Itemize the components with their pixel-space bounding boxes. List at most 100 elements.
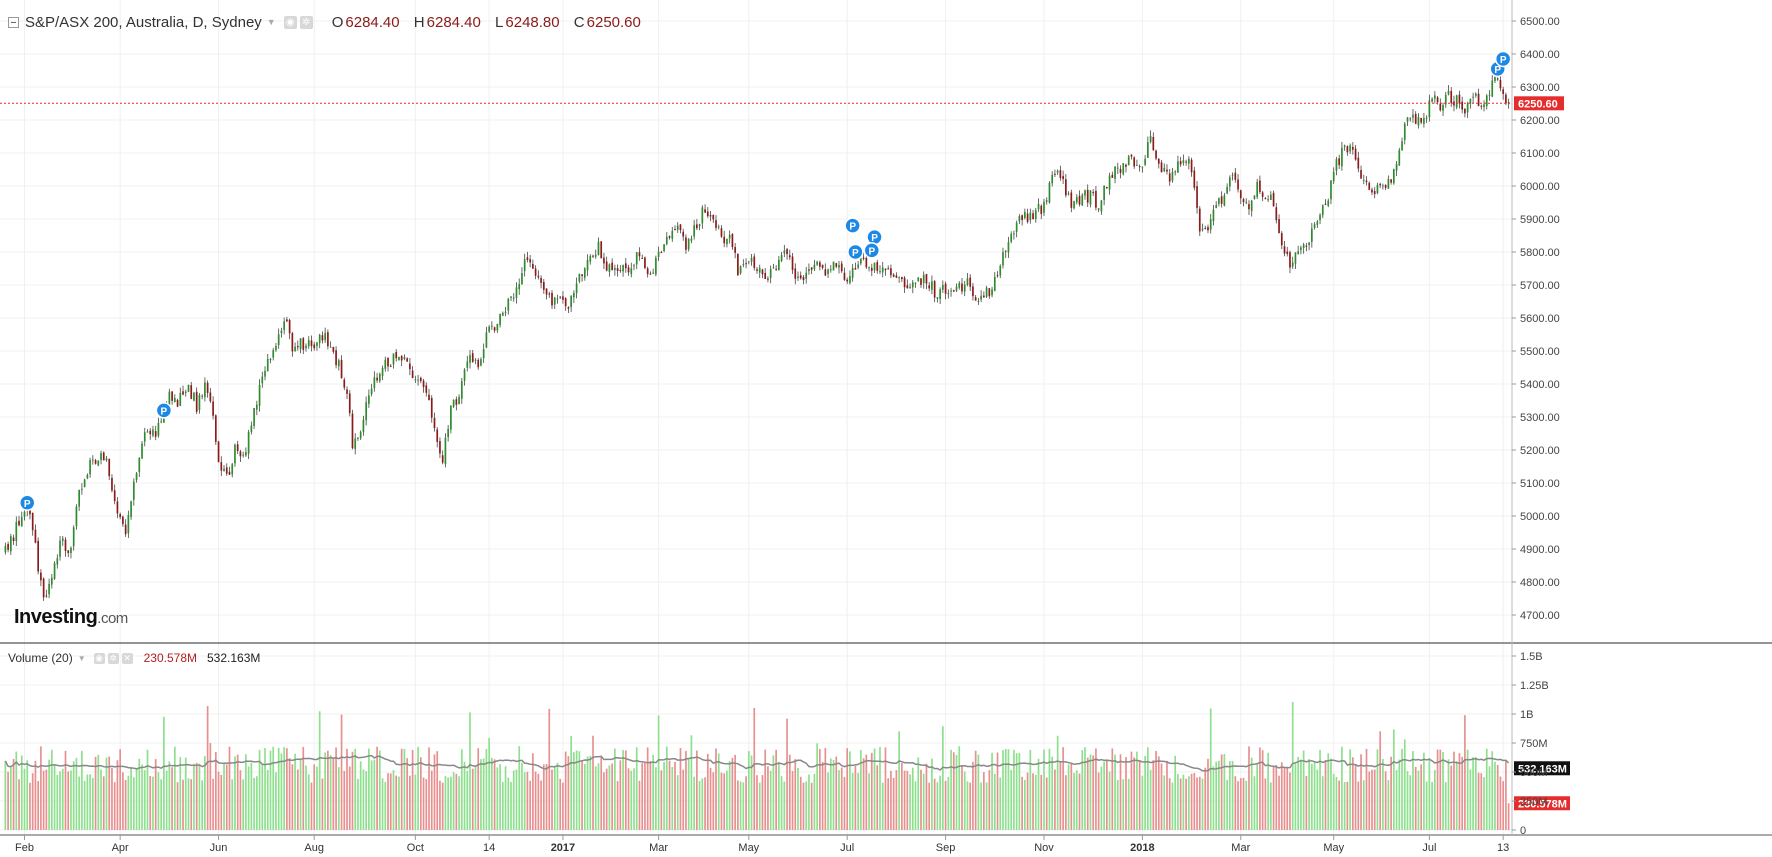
candle-body <box>1259 180 1261 192</box>
volume-bar <box>373 759 376 830</box>
candle-body <box>1472 96 1474 98</box>
open-label: O <box>331 13 344 31</box>
gear-icon[interactable]: ✲ <box>299 15 313 29</box>
candle-body <box>491 325 493 327</box>
volume-bar <box>280 753 283 830</box>
candle-body <box>67 550 70 554</box>
candle-body <box>819 262 821 267</box>
candle-body <box>1141 166 1144 168</box>
candle-body <box>1111 174 1114 178</box>
volume-bar <box>756 775 758 830</box>
volume-ma-badge <box>1514 761 1570 776</box>
volume-bar <box>1417 770 1420 830</box>
candle-body <box>608 264 611 272</box>
volume-bar <box>187 778 190 830</box>
volume-bar <box>1387 780 1390 830</box>
chevron-down-icon[interactable]: ▼ <box>77 653 86 663</box>
candle-body <box>769 269 772 278</box>
candle-body <box>1444 94 1447 105</box>
candle-body <box>1305 245 1308 247</box>
candle-body <box>1417 117 1420 126</box>
candle-body <box>242 454 245 456</box>
volume-bar <box>775 749 777 830</box>
gear-icon[interactable]: ✲ <box>107 652 119 664</box>
candle-body <box>387 357 389 367</box>
candle-body <box>873 262 876 271</box>
candle-body <box>428 394 430 400</box>
candle-body <box>187 384 190 392</box>
candle-body <box>663 244 665 252</box>
candle-body <box>255 404 258 410</box>
volume-bar <box>414 774 417 830</box>
candle-body <box>406 358 408 362</box>
price-tick-label: 5900.00 <box>1520 214 1560 226</box>
volume-bar <box>507 777 510 830</box>
candle-body <box>931 281 933 290</box>
candle-body <box>1010 233 1013 242</box>
volume-title[interactable]: Volume (20) <box>8 651 73 665</box>
candle-body <box>1070 192 1073 208</box>
symbol-title[interactable]: S&P/ASX 200, Australia, D, Sydney <box>25 13 262 31</box>
close-icon[interactable]: ✕ <box>121 652 133 664</box>
volume-bar <box>1155 750 1157 830</box>
candle-body <box>4 545 7 553</box>
volume-bar <box>291 764 294 830</box>
volume-bar <box>1130 751 1133 830</box>
candle-body <box>586 260 589 271</box>
candle-body <box>42 578 45 598</box>
volume-bar <box>94 756 97 830</box>
volume-bar <box>89 774 91 830</box>
time-tick-label: Sep <box>936 842 956 854</box>
candle-body <box>1390 179 1392 183</box>
candle-body <box>488 326 490 332</box>
candle-body <box>1387 179 1390 189</box>
candle-body <box>217 441 220 463</box>
candle-body <box>750 257 753 262</box>
volume-bar <box>521 762 523 830</box>
candle-body <box>23 511 26 517</box>
volume-bar <box>638 780 641 830</box>
candle-body <box>496 323 499 331</box>
volume-bar <box>657 715 660 830</box>
candle-body <box>693 225 695 237</box>
volume-bar <box>928 782 931 830</box>
candle-body <box>1341 147 1343 167</box>
candle-body <box>1338 158 1341 166</box>
volume-bar <box>1494 761 1496 830</box>
volume-bar <box>1152 760 1155 830</box>
candle-body <box>870 267 873 271</box>
volume-bar <box>594 766 597 830</box>
volume-bar <box>999 777 1002 830</box>
price-tick-label: 4900.00 <box>1520 544 1560 556</box>
candle-body <box>821 264 824 268</box>
volume-bar <box>622 750 624 830</box>
volume-bar <box>269 750 272 830</box>
chevron-down-icon[interactable]: ▼ <box>266 17 276 27</box>
candle-body <box>791 256 794 271</box>
volume-bar <box>944 780 947 830</box>
volume-bar <box>786 718 788 830</box>
candle-body <box>605 261 608 271</box>
eye-icon[interactable]: ◉ <box>93 652 105 664</box>
volume-bar <box>1458 753 1461 830</box>
collapse-icon[interactable] <box>8 16 19 28</box>
volume-bar <box>417 746 419 830</box>
eye-icon[interactable]: ◉ <box>283 15 297 29</box>
price-tick-label: 5500.00 <box>1520 346 1560 358</box>
candle-body <box>204 382 206 398</box>
candle-body <box>348 393 351 414</box>
candle-body <box>1321 205 1324 216</box>
volume-bar <box>993 773 996 830</box>
volume-bar <box>441 782 444 830</box>
candle-body <box>1346 146 1349 153</box>
volume-bar <box>332 757 335 830</box>
volume-bar <box>925 763 928 830</box>
candle-body <box>1209 219 1212 230</box>
candle-body <box>253 408 255 426</box>
candle-body <box>1034 210 1037 219</box>
volume-bar <box>1433 769 1436 830</box>
candle-body <box>1075 197 1078 203</box>
volume-bar <box>1480 773 1483 830</box>
volume-bar <box>873 748 876 830</box>
